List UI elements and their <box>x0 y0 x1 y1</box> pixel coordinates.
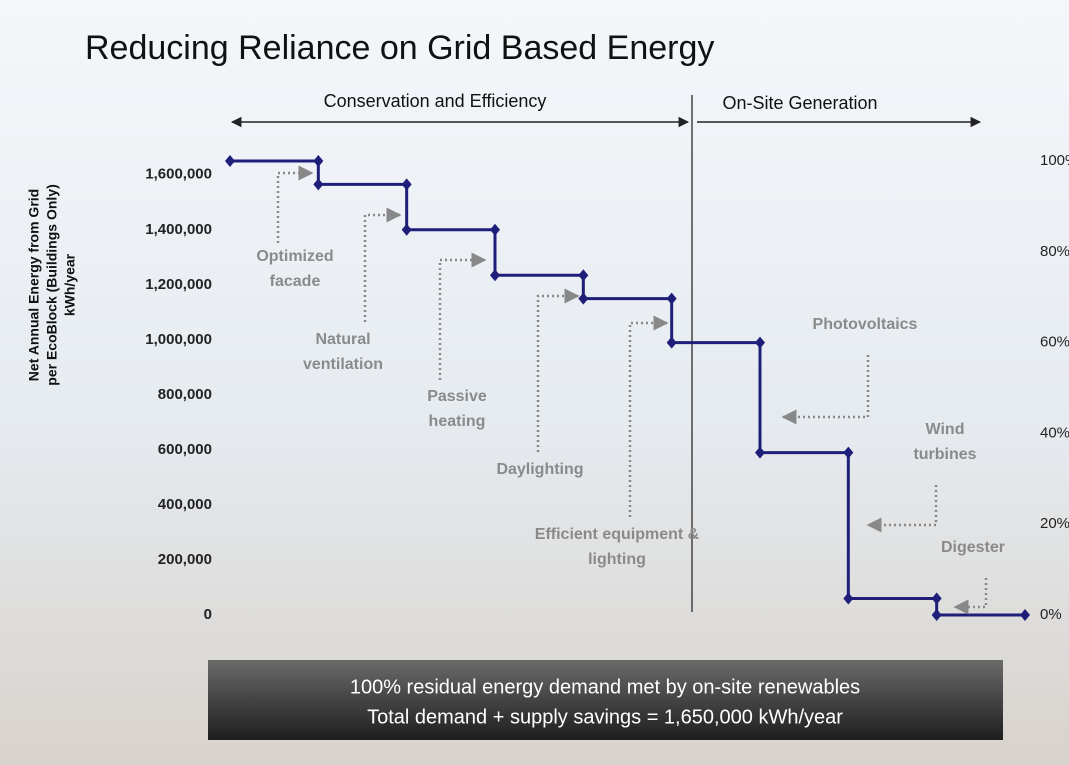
annotation-label: Photovoltaics <box>813 316 918 333</box>
annotation-label: Natural <box>315 331 370 348</box>
section-label: On-Site Generation <box>722 93 877 113</box>
chart-title: Reducing Reliance on Grid Based Energy <box>85 29 714 67</box>
annotation-label: Passive <box>427 388 487 405</box>
annotation-label: ventilation <box>303 356 383 373</box>
footer-text: Total demand + supply savings = 1,650,00… <box>367 706 843 728</box>
y-tick-label: 200,000 <box>158 551 212 568</box>
y2-tick-label: 60% <box>1040 334 1069 351</box>
y-tick-label: 1,000,000 <box>145 331 212 348</box>
y2-tick-label: 20% <box>1040 515 1069 532</box>
page: {"chart_data": {"type": "step", "title":… <box>0 0 1069 765</box>
footer-text: 100% residual energy demand met by on-si… <box>350 676 860 698</box>
y-tick-label: 1,200,000 <box>145 276 212 293</box>
annotation-label: heating <box>429 413 486 430</box>
background <box>0 0 1069 765</box>
annotation-label: Daylighting <box>496 461 583 478</box>
y-axis-title-line: Net Annual Energy from Grid <box>26 189 42 381</box>
y-tick-label: 800,000 <box>158 386 212 403</box>
y-tick-label: 1,400,000 <box>145 221 212 238</box>
y2-tick-label: 80% <box>1040 243 1069 260</box>
y-tick-label: 1,600,000 <box>145 166 212 183</box>
section-label: Conservation and Efficiency <box>324 91 547 111</box>
annotation-label: turbines <box>913 446 976 463</box>
y-tick-label: 0 <box>204 606 212 623</box>
y-axis-title-line: kWh/year <box>62 253 78 316</box>
y2-tick-label: 0% <box>1040 606 1062 623</box>
y2-tick-label: 100% <box>1040 152 1069 169</box>
y-tick-label: 600,000 <box>158 441 212 458</box>
annotation-label: Wind <box>926 421 965 438</box>
annotation-label: Optimized <box>256 248 333 265</box>
annotation-label: Digester <box>941 539 1005 556</box>
annotation-label: lighting <box>588 551 646 568</box>
chart: Reducing Reliance on Grid Based Energy C… <box>0 0 1069 765</box>
annotation-label: facade <box>270 273 321 290</box>
y-axis-title-line: per EcoBlock (Buildings Only) <box>44 184 60 385</box>
y2-tick-label: 40% <box>1040 424 1069 441</box>
annotation-label: Efficient equipment & <box>535 526 700 543</box>
y-tick-label: 400,000 <box>158 496 212 513</box>
